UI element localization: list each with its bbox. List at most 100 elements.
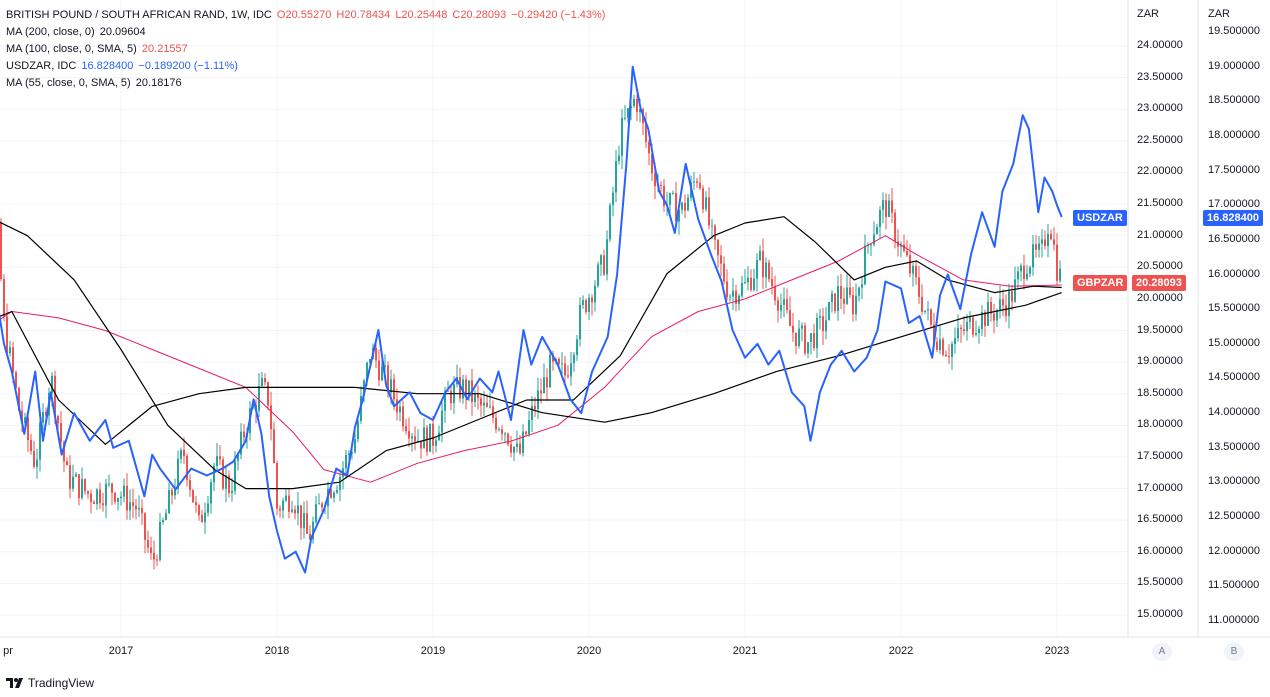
candle-body (777, 300, 779, 311)
candle-body (711, 225, 713, 227)
tradingview-logo[interactable]: TradingView (6, 676, 94, 690)
candle-body (216, 456, 218, 466)
candle-body (1026, 273, 1028, 280)
gbp-tick-label: 22.00000 (1137, 165, 1183, 178)
candle-body (144, 513, 146, 540)
auto-scale-b-button[interactable]: B (1224, 643, 1244, 661)
legend-ma200[interactable]: MA (200, close, 0) 20.09604 (6, 24, 605, 41)
gbp-tick-label: 20.50000 (1137, 260, 1183, 273)
candle-body (951, 343, 953, 357)
auto-scale-a-button[interactable]: A (1152, 643, 1172, 661)
candle-body (489, 406, 491, 408)
candle-body (198, 505, 200, 516)
candle-body (399, 406, 401, 413)
candle-body (105, 483, 107, 506)
candle-body (738, 295, 740, 304)
candle-body (411, 436, 413, 439)
open-value: O20.55270 (276, 9, 332, 21)
usd-tick-label: 12.500000 (1208, 510, 1260, 523)
candle-body (477, 393, 479, 399)
candle-body (1041, 239, 1043, 244)
candle-body (984, 311, 986, 326)
gbpzar-name-flag: GBPZAR (1073, 275, 1128, 291)
candle-body (651, 153, 653, 174)
candle-body (885, 200, 887, 217)
candle-body (687, 197, 689, 211)
candle-body (156, 559, 158, 561)
candle-body (300, 505, 302, 529)
candle-body (924, 310, 926, 312)
usdzar-price-flag: 16.828400 (1203, 210, 1263, 226)
usd-tick-label: 17.000000 (1208, 198, 1260, 211)
usd-tick-label: 18.500000 (1208, 94, 1260, 107)
candle-body (87, 491, 89, 494)
candle-body (165, 513, 167, 520)
legend-ma100[interactable]: MA (100, close, 0, SMA, 5) 20.21557 (6, 41, 605, 58)
candle-body (744, 282, 746, 284)
candle-body (708, 197, 710, 226)
candle-body (81, 479, 83, 499)
candle-body (702, 188, 704, 210)
candle-body (267, 382, 269, 406)
candle-body (894, 212, 896, 242)
candle-body (528, 419, 530, 435)
candle-body (549, 354, 551, 388)
candle-body (129, 502, 131, 511)
candle-body (207, 503, 209, 513)
candle-body (159, 522, 161, 560)
candle-body (561, 363, 563, 365)
candle-body (852, 294, 854, 315)
candle-body (132, 502, 134, 506)
candle-body (636, 98, 638, 113)
candle-body (24, 417, 26, 423)
candle-body (972, 317, 974, 335)
candle-body (960, 327, 962, 330)
legend-ma55[interactable]: MA (55, close, 0, SMA, 5) 20.18176 (6, 75, 605, 92)
candle-body (1008, 291, 1010, 317)
candle-body (675, 192, 677, 222)
candle-body (348, 453, 350, 455)
candle-body (150, 547, 152, 553)
usd-tick-label: 14.500000 (1208, 371, 1260, 384)
low-value: L20.25448 (395, 9, 448, 21)
candle-body (282, 500, 284, 511)
candle-body (660, 184, 662, 186)
candle-body (822, 316, 824, 332)
candle-body (735, 290, 737, 304)
candle-body (90, 493, 92, 503)
candle-body (747, 277, 749, 283)
usd-tick-label: 14.000000 (1208, 406, 1260, 419)
candle-body (51, 375, 53, 394)
candle-body (387, 365, 389, 393)
legend-usdzar[interactable]: USDZAR, IDC 16.828400 −0.189200 (−1.11%) (6, 58, 605, 75)
candle-body (942, 339, 944, 355)
candle-body (615, 161, 617, 193)
candle-body (978, 328, 980, 334)
candle-body (582, 300, 584, 305)
usd-tick-label: 13.000000 (1208, 475, 1260, 488)
candle-body (309, 533, 311, 540)
gbp-tick-label: 16.00000 (1137, 544, 1183, 557)
legend-main[interactable]: BRITISH POUND / SOUTH AFRICAN RAND, 1W, … (6, 7, 605, 24)
candle-body (1023, 265, 1025, 280)
chart-legend: BRITISH POUND / SOUTH AFRICAN RAND, 1W, … (6, 7, 605, 92)
candle-body (1032, 244, 1034, 268)
candle-body (381, 366, 383, 381)
candle-body (897, 241, 899, 247)
candle-body (60, 423, 62, 443)
candle-body (303, 513, 305, 529)
candle-body (171, 490, 173, 496)
candle-body (936, 341, 938, 351)
gbp-tick-label: 16.50000 (1137, 513, 1183, 526)
candle-body (723, 263, 725, 282)
candle-body (816, 317, 818, 349)
candle-body (627, 108, 629, 118)
usd-tick-label: 15.000000 (1208, 336, 1260, 349)
candle-body (474, 393, 476, 403)
ma100-label: MA (100, close, 0, SMA, 5) (6, 43, 137, 55)
candle-body (858, 287, 860, 296)
candle-body (1047, 233, 1049, 246)
candle-body (186, 455, 188, 480)
candle-body (669, 192, 671, 205)
